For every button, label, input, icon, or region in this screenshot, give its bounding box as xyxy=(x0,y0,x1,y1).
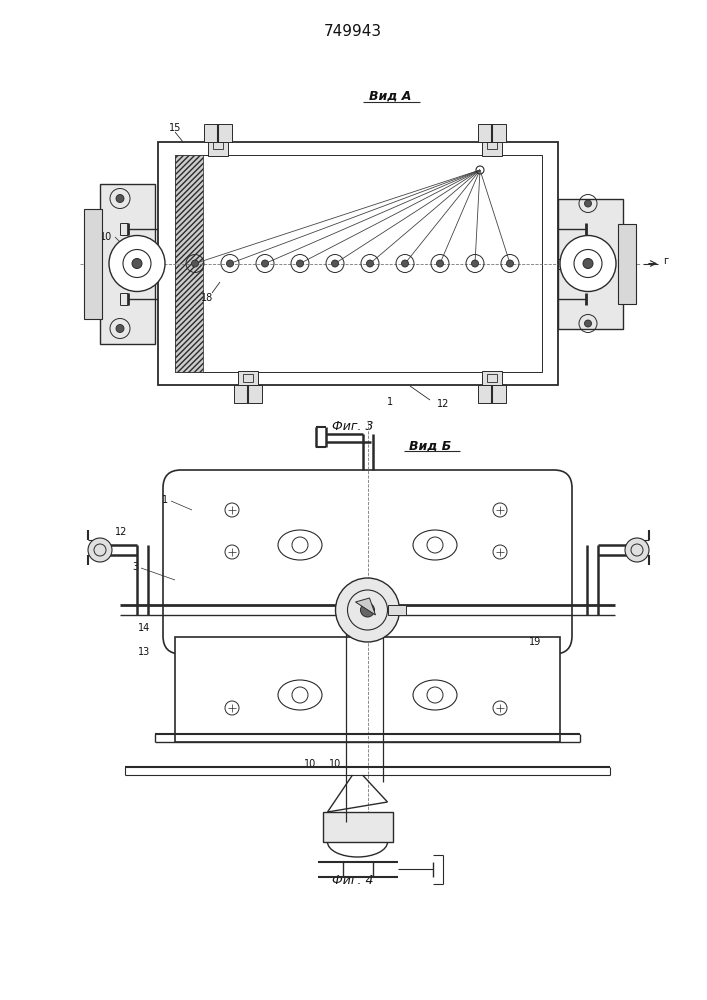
Bar xyxy=(618,224,636,304)
Circle shape xyxy=(585,320,592,327)
Bar xyxy=(482,371,502,385)
Text: 12: 12 xyxy=(115,527,127,537)
Text: 13: 13 xyxy=(138,647,150,657)
Text: г: г xyxy=(663,255,669,265)
Bar xyxy=(158,142,558,385)
Circle shape xyxy=(361,603,375,617)
Text: 749943: 749943 xyxy=(324,24,382,39)
Text: 11: 11 xyxy=(92,220,104,230)
Text: 1: 1 xyxy=(387,397,393,407)
Text: 12: 12 xyxy=(437,399,449,409)
Bar xyxy=(558,198,623,328)
Bar xyxy=(322,812,392,842)
Bar xyxy=(213,142,223,149)
Bar xyxy=(482,142,502,156)
Text: Фиг. 3: Фиг. 3 xyxy=(332,420,374,432)
Circle shape xyxy=(192,260,199,267)
Text: 13: 13 xyxy=(92,247,104,257)
Circle shape xyxy=(336,578,399,642)
Bar xyxy=(238,371,258,385)
Bar xyxy=(175,155,203,372)
Bar xyxy=(487,374,497,382)
Circle shape xyxy=(226,260,233,267)
Circle shape xyxy=(296,260,303,267)
Text: 1: 1 xyxy=(162,495,168,505)
Text: 10: 10 xyxy=(329,759,341,769)
Circle shape xyxy=(132,258,142,268)
Circle shape xyxy=(506,260,513,267)
Circle shape xyxy=(332,260,339,267)
Text: 3: 3 xyxy=(132,562,138,572)
Bar xyxy=(175,155,542,372)
Text: 19: 19 xyxy=(529,637,541,647)
Text: 19: 19 xyxy=(88,263,100,273)
Circle shape xyxy=(262,260,269,267)
Bar xyxy=(487,142,497,149)
Bar xyxy=(234,385,262,403)
Text: 10: 10 xyxy=(100,232,112,242)
Text: 14: 14 xyxy=(138,623,150,633)
Circle shape xyxy=(585,200,592,207)
Bar xyxy=(204,124,232,142)
Circle shape xyxy=(436,260,443,267)
Circle shape xyxy=(625,538,649,562)
Circle shape xyxy=(583,258,593,268)
Text: 10: 10 xyxy=(304,759,316,769)
Circle shape xyxy=(88,538,112,562)
Text: 15: 15 xyxy=(169,123,181,133)
Text: Фиг. 4: Фиг. 4 xyxy=(332,874,374,886)
Bar xyxy=(243,374,253,382)
Text: 11: 11 xyxy=(349,625,361,635)
Text: Вид А: Вид А xyxy=(369,90,411,103)
Text: Вид Б: Вид Б xyxy=(409,440,451,452)
Bar xyxy=(175,637,560,742)
FancyBboxPatch shape xyxy=(163,470,572,654)
Bar xyxy=(387,605,406,615)
Bar xyxy=(208,142,228,156)
Circle shape xyxy=(366,260,373,267)
Circle shape xyxy=(472,260,479,267)
Circle shape xyxy=(560,235,616,292)
Polygon shape xyxy=(356,598,375,615)
Bar xyxy=(478,385,506,403)
Text: 18: 18 xyxy=(201,293,213,303)
Bar xyxy=(100,184,155,344)
Circle shape xyxy=(116,324,124,332)
Bar xyxy=(478,124,506,142)
Circle shape xyxy=(402,260,409,267)
Bar xyxy=(84,209,102,318)
Circle shape xyxy=(116,194,124,202)
Circle shape xyxy=(109,235,165,292)
